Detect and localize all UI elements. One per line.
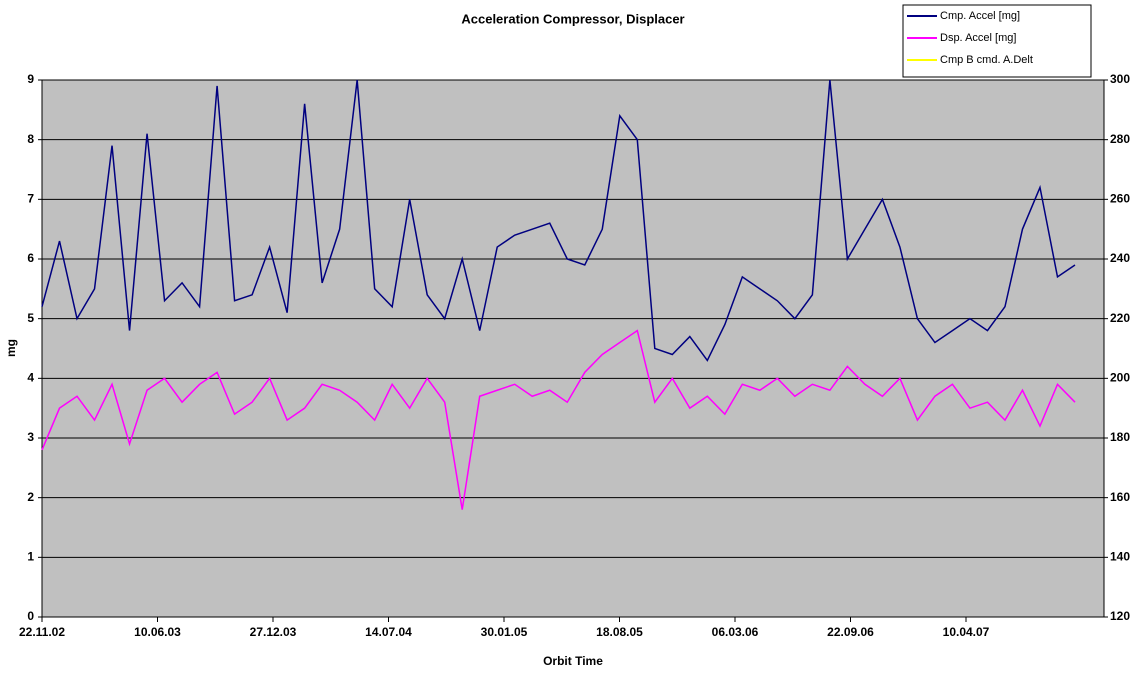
series-line — [41, 329, 1076, 510]
y-tick-label: 0 — [27, 609, 34, 623]
y2-tick-label: 160 — [1110, 490, 1130, 504]
y2-tick-label: 300 — [1110, 72, 1130, 86]
y-tick-label: 7 — [27, 192, 34, 206]
y2-tick-label: 280 — [1110, 132, 1130, 146]
y2-tick-label: 140 — [1110, 550, 1130, 564]
y2-tick-label: 220 — [1110, 311, 1130, 325]
y-tick-label: 2 — [27, 490, 34, 504]
chart-title: Acceleration Compressor, Displacer — [461, 11, 684, 26]
legend: Cmp. Accel [mg] Dsp. Accel [mg] Cmp B cmd.… — [902, 4, 1092, 78]
y2-tick-label: 120 — [1110, 609, 1130, 623]
y-tick-label: 6 — [27, 251, 34, 265]
y2-tick-label: 240 — [1110, 251, 1130, 265]
x-tick-label: 06.03.06 — [712, 625, 759, 639]
y-tick-label: 4 — [27, 371, 34, 385]
x-tick-label: 27.12.03 — [250, 625, 297, 639]
legend-label: Dsp. Accel [mg] — [940, 32, 1016, 44]
y-tick-label: 8 — [27, 132, 34, 146]
x-tick-label: 22.11.02 — [19, 625, 65, 639]
y-tick-label: 3 — [27, 430, 34, 444]
x-tick-label: 22.09.06 — [827, 625, 874, 639]
y-tick-label: 1 — [27, 550, 34, 564]
plot-area — [41, 79, 1105, 618]
y2-tick-label: 200 — [1110, 371, 1130, 385]
series-line — [41, 79, 1076, 362]
x-axis-label: Orbit Time — [543, 654, 603, 668]
x-tick-label: 10.06.03 — [134, 625, 181, 639]
legend-label: Cmp B cmd. A.Delt — [940, 54, 1033, 66]
x-tick-label: 18.08.05 — [596, 625, 643, 639]
x-tick-label: 30.01.05 — [481, 625, 528, 639]
y2-tick-label: 260 — [1110, 192, 1130, 206]
y-tick-label: 5 — [27, 311, 34, 325]
y-tick-label: 9 — [27, 72, 34, 86]
x-tick-label: 10.04.07 — [943, 625, 990, 639]
legend-label: Cmp. Accel [mg] — [940, 10, 1020, 22]
y2-tick-label: 180 — [1110, 430, 1130, 444]
y-axis-label: mg — [4, 339, 18, 357]
x-tick-label: 14.07.04 — [365, 625, 412, 639]
